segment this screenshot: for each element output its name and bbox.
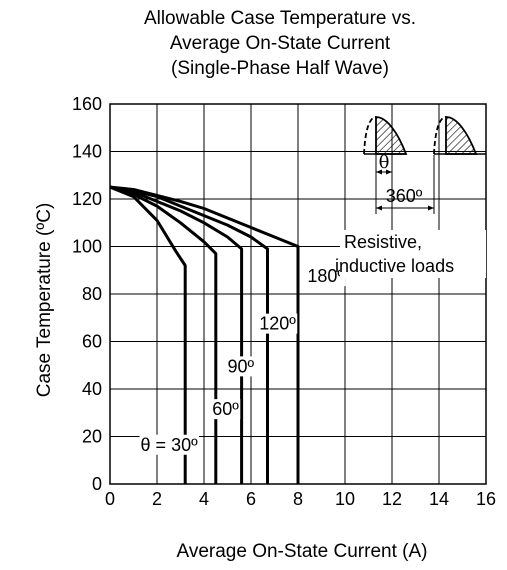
loads-label-line-2: inductive loads <box>335 256 454 276</box>
x-tick-label: 8 <box>293 489 303 509</box>
theta-arrowhead-left <box>376 169 382 175</box>
y-tick-label: 60 <box>82 332 102 352</box>
y-axis-label: Case Temperature (ºC) <box>34 203 55 398</box>
chart-title-line-1: Allowable Case Temperature vs. <box>144 8 416 29</box>
x-tick-label: 12 <box>382 489 402 509</box>
series-label-text: 120º <box>259 314 296 334</box>
series-labels: θ = 30º 60º 90º 120º 180º <box>139 266 346 455</box>
series-label-bg <box>306 266 346 287</box>
series-line-0 <box>109 185 187 484</box>
x-tick-label: 4 <box>199 489 209 509</box>
series-line-2 <box>109 185 244 484</box>
waveform-dashed-rise-2 <box>433 116 447 155</box>
series-lines <box>109 185 300 484</box>
loads-label-line-1: Resistive, <box>344 232 422 252</box>
series-label-bg <box>139 434 200 455</box>
series-line-1 <box>109 185 218 484</box>
series-label-3: 120º <box>258 313 298 334</box>
x-tick-label: 10 <box>335 489 355 509</box>
x-tick-label: 2 <box>152 489 162 509</box>
theta-arrowhead-right <box>386 169 392 175</box>
y-tick-label: 120 <box>72 189 102 209</box>
y-tick-label: 80 <box>82 284 102 304</box>
waveform-hatched-pulse-2 <box>445 116 478 155</box>
series-label-1: 60º <box>211 399 241 420</box>
waveform-inset: θ 360º <box>363 116 486 214</box>
x-tick-label: 14 <box>429 489 449 509</box>
period-label: 360º <box>386 186 423 206</box>
series-label-2: 90º <box>226 356 256 377</box>
chart-title-line-2: Average On-State Current <box>170 33 391 54</box>
x-tick-label: 0 <box>105 489 115 509</box>
waveform-dashed-rise-1 <box>363 116 377 155</box>
period-arrowhead-left <box>376 205 382 211</box>
y-tick-label: 0 <box>92 474 102 494</box>
series-label-text: θ = 30º <box>141 435 199 455</box>
y-tick-label: 100 <box>72 237 102 257</box>
series-label-0: θ = 30º <box>139 434 200 455</box>
series-label-text: 90º <box>228 356 255 376</box>
x-axis-label: Average On-State Current (A) <box>177 541 428 562</box>
y-tick-label: 40 <box>82 379 102 399</box>
y-tick-label: 160 <box>72 94 102 114</box>
series-label-bg <box>211 399 241 420</box>
y-tick-label: 20 <box>82 427 102 447</box>
loads-label-background <box>340 230 486 278</box>
period-arrowhead-right <box>428 205 434 211</box>
series-label-4: 180º <box>306 266 346 287</box>
series-line-4 <box>109 185 300 484</box>
x-tick-label: 6 <box>246 489 256 509</box>
series-label-bg <box>258 313 298 334</box>
x-tick-label: 16 <box>476 489 496 509</box>
series-label-text: 180º <box>307 266 344 286</box>
waveform-hatched-pulse-1 <box>375 116 408 155</box>
series-label-text: 60º <box>212 399 239 419</box>
theta-symbol: θ <box>379 152 390 173</box>
chart-title-line-3: (Single-Phase Half Wave) <box>171 58 389 79</box>
series-label-bg <box>226 356 256 377</box>
y-tick-label: 140 <box>72 142 102 162</box>
